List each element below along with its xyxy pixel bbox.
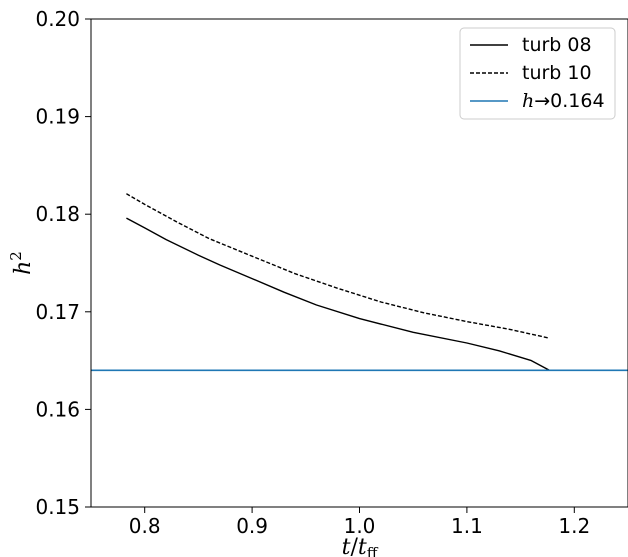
series-line-turb-10 (126, 193, 550, 339)
legend-box (459, 27, 616, 120)
x-tick-label: 0.8 (129, 514, 161, 538)
y-axis-label: h2 (7, 251, 36, 275)
series-line-turb-08 (126, 217, 550, 372)
y-tick-label: 0.15 (35, 495, 80, 519)
legend-label-h-limit: h→0.164 (522, 90, 605, 112)
x-tick-label: 1.0 (344, 514, 376, 538)
legend: turb 08 turb 10 h→0.164 (459, 27, 616, 120)
y-tick-label: 0.19 (35, 105, 80, 129)
y-tick-label: 0.16 (35, 397, 80, 421)
axes-frame (90, 18, 628, 508)
y-tick-label: 0.17 (35, 300, 80, 324)
x-axis-label: t/tff (342, 535, 379, 557)
legend-label-turb-08: turb 08 (522, 34, 592, 56)
y-tick-label: 0.20 (35, 7, 80, 31)
axis-ticks: 0.8 0.9 1.0 1.1 1.2 0.15 0.16 0.17 0.18 0.19 0.20 (35, 7, 590, 538)
legend-label-turb-10: turb 10 (522, 62, 592, 84)
x-tick-label: 1.2 (558, 514, 590, 538)
x-tick-label: 0.9 (236, 514, 268, 538)
plot-area (91, 193, 628, 372)
x-tick-label: 1.1 (451, 514, 483, 538)
y-tick-label: 0.18 (35, 202, 80, 226)
